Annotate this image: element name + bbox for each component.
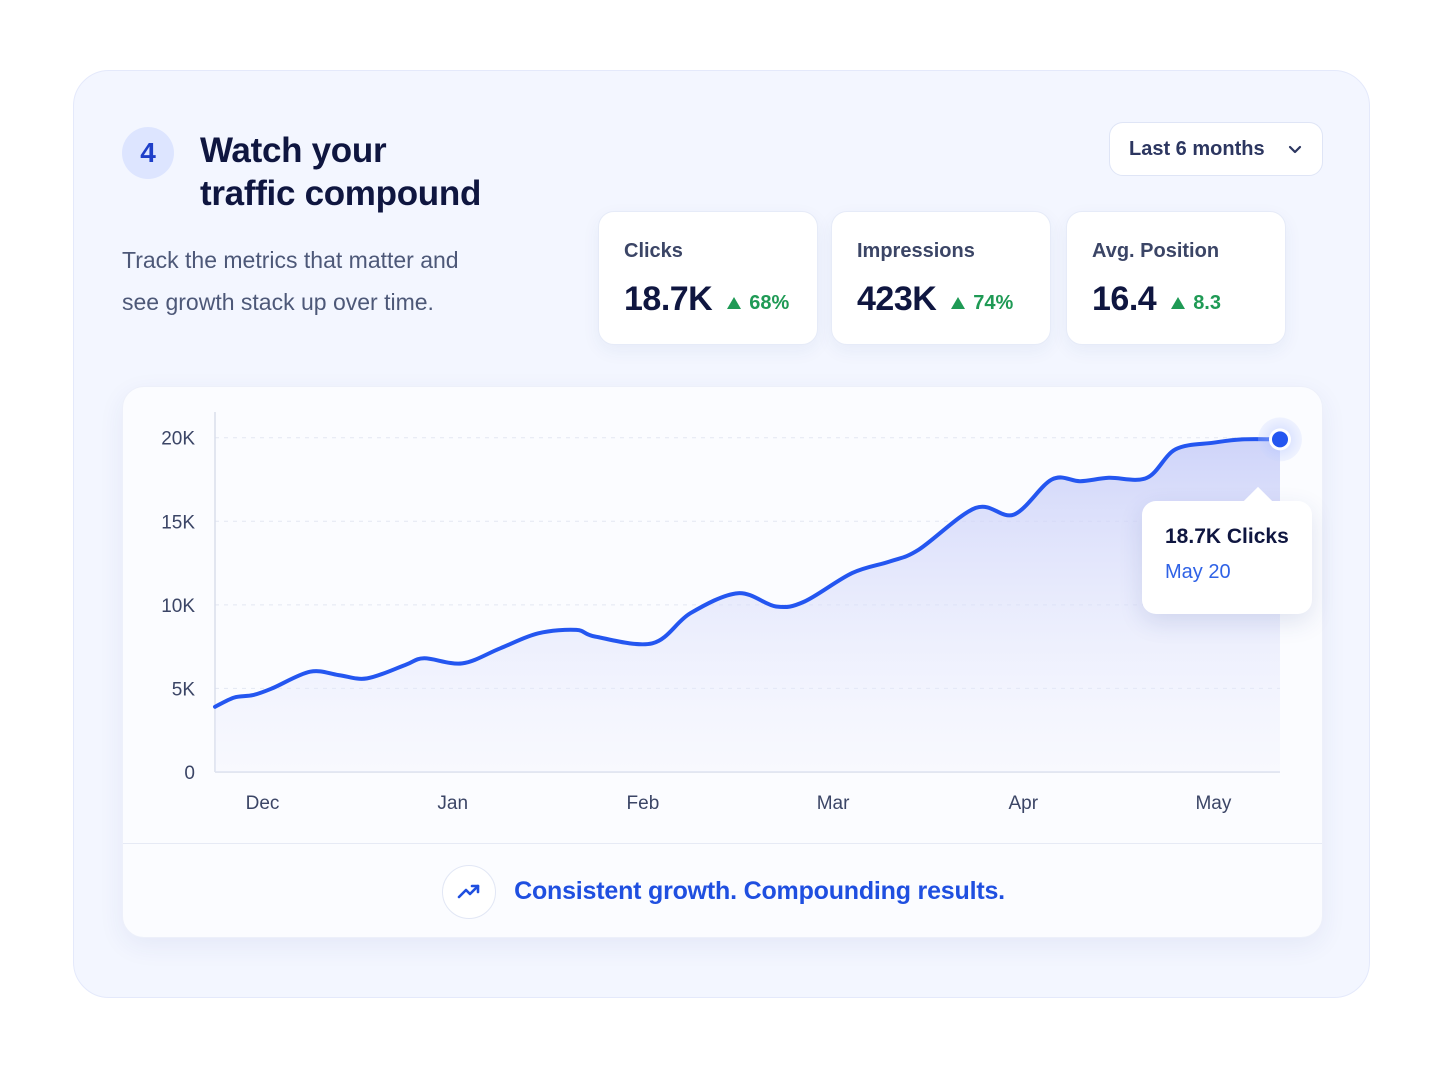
stat-delta-value: 74% (973, 291, 1014, 314)
step-badge: 4 (122, 127, 174, 179)
stat-card-avg-position: Avg. Position 16.4 8.3 (1066, 211, 1286, 345)
series-line (213, 437, 1282, 709)
x-tick-label: May (1195, 793, 1231, 814)
y-tick-label: 10K (161, 596, 195, 617)
y-tick-label: 5K (172, 679, 196, 700)
x-tick-label: Feb (627, 793, 660, 814)
title-line-1: Watch your (200, 131, 387, 170)
y-tick-label: 0 (184, 763, 195, 784)
footer-tagline: Consistent growth. Compounding results. (514, 877, 1005, 905)
chart-card: 0 5K 10K 15K 20K Dec Jan Feb Mar Apr May Consisten… (122, 386, 1323, 938)
stat-value: 18.7K (624, 280, 713, 318)
subtitle-line-1: Track the metrics that matter and (122, 247, 459, 273)
stat-card-impressions: Impressions 423K 74% (831, 211, 1051, 345)
date-range-value: Last 6 months (1129, 137, 1265, 160)
y-tick-label: 20K (161, 429, 195, 450)
x-tick-label: Dec (246, 793, 280, 814)
stat-label: Avg. Position (1092, 240, 1220, 262)
arrow-up-icon (1171, 297, 1186, 309)
stat-delta: 68% (726, 292, 789, 315)
chart-tooltip: 18.7K Clicks May 20 (1142, 501, 1312, 614)
subtitle-line-2: see growth stack up over time. (122, 289, 434, 315)
stat-delta-value: 8.3 (1193, 291, 1221, 314)
stat-card-clicks: Clicks 18.7K 68% (598, 211, 818, 345)
tooltip-value: 18.7K Clicks (1165, 525, 1289, 548)
stat-value: 423K (857, 280, 937, 318)
clicks-chart[interactable]: 0 5K 10K 15K 20K Dec Jan Feb Mar Apr May (123, 387, 1323, 843)
arrow-up-icon (727, 297, 742, 309)
y-tick-label: 15K (161, 512, 195, 533)
highlight-point (1272, 431, 1288, 448)
stat-delta-value: 68% (749, 291, 790, 314)
stat-label: Clicks (624, 240, 683, 262)
title-line-2: traffic compound (200, 174, 482, 213)
x-tick-label: Mar (817, 793, 850, 814)
stat-delta: 8.3 (1170, 292, 1221, 315)
tooltip-date: May 20 (1165, 561, 1231, 583)
chart-footer: Consistent growth. Compounding results. (123, 843, 1322, 937)
subtitle: Track the metrics that matter and see gr… (122, 239, 542, 323)
x-tick-label: Jan (437, 793, 468, 814)
stat-label: Impressions (857, 240, 975, 262)
trend-button[interactable] (442, 864, 497, 919)
series-area (215, 439, 1280, 772)
page-title: Watch your traffic compound (200, 129, 560, 215)
stat-value: 16.4 (1092, 280, 1157, 318)
stat-delta: 74% (950, 292, 1013, 315)
date-range-select[interactable]: Last 6 months (1109, 122, 1323, 176)
arrow-up-icon (951, 297, 966, 309)
chevron-down-icon (1288, 145, 1302, 154)
x-tick-label: Apr (1008, 793, 1038, 814)
trend-up-icon (457, 884, 480, 898)
